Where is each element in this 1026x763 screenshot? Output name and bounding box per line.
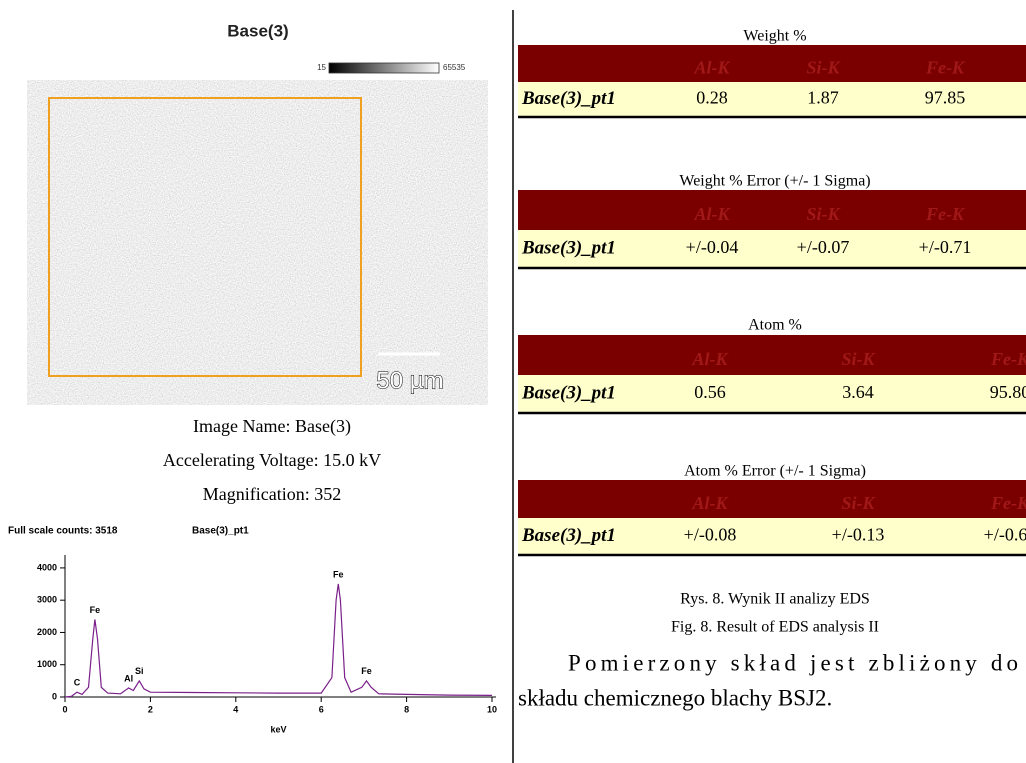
cell: 3.64 [842, 382, 874, 402]
column-header: Fe-K [990, 493, 1026, 513]
scale-bar-label: 50 µm [376, 367, 443, 394]
cell: +/-0.71 [919, 237, 972, 257]
caption: Rys. 8. Wynik II analizy EDS [680, 591, 870, 608]
x-tick-label: 8 [404, 704, 409, 714]
spectrum-title: Full scale counts: 3518 [8, 526, 118, 537]
image-title: Base(3) [227, 21, 288, 40]
x-axis-label: keV [270, 724, 286, 734]
table-title: Weight % [743, 28, 806, 45]
spectrum-subtitle: Base(3)_pt1 [192, 526, 249, 537]
x-tick-label: 10 [487, 704, 497, 714]
y-tick-label: 3000 [37, 595, 57, 605]
column-header: Si-K [841, 493, 876, 513]
cell: +/-0.07 [797, 237, 850, 257]
table-title: Atom % Error (+/- 1 Sigma) [684, 463, 866, 480]
peak-label: Si [135, 666, 144, 676]
column-header: Si-K [806, 204, 841, 224]
x-tick-label: 0 [62, 704, 67, 714]
column-header: Fe-K [925, 58, 966, 78]
column-header: Al-K [691, 493, 729, 513]
peak-label: Fe [361, 666, 372, 676]
x-tick-label: 4 [233, 704, 238, 714]
column-header: Al-K [693, 58, 731, 78]
peak-label: Fe [333, 569, 344, 579]
scale-max: 65535 [443, 63, 466, 72]
cell: 97.85 [925, 88, 966, 108]
row-label: Base(3)_pt1 [521, 88, 616, 109]
x-tick-label: 6 [319, 704, 324, 714]
paragraph: Pomierzony skład jest zbliżony do [568, 650, 1018, 675]
table-header [518, 480, 1026, 518]
column-header: Si-K [841, 349, 876, 369]
y-tick-label: 0 [52, 691, 57, 701]
cell: 95.80 [990, 382, 1026, 402]
cell: 1.87 [807, 88, 839, 108]
cell: +/-0.04 [686, 237, 739, 257]
peak-label: Al [124, 673, 133, 683]
y-tick-label: 4000 [37, 562, 57, 572]
peak-label: Fe [90, 605, 101, 615]
cell: +/-0.08 [684, 525, 737, 545]
table-title: Weight % Error (+/- 1 Sigma) [679, 173, 870, 190]
cell: +/-0.69 [984, 525, 1026, 545]
scale-min: 15 [317, 63, 326, 72]
x-tick-label: 2 [148, 704, 153, 714]
page: Base(3) 15 65535 50 µm Image Name: Base(… [0, 0, 1026, 763]
peak-label: C [74, 678, 81, 688]
y-tick-label: 2000 [37, 627, 57, 637]
row-label: Base(3)_pt1 [521, 525, 616, 546]
cell: 0.28 [696, 88, 728, 108]
column-header: Si-K [806, 58, 841, 78]
paragraph: składu chemicznego blachy BSJ2. [518, 685, 832, 710]
sem-image [27, 80, 488, 405]
gray-scale [329, 63, 439, 73]
table-header [518, 335, 1026, 375]
column-header: Fe-K [925, 204, 966, 224]
cell: 0.56 [694, 382, 726, 402]
image-info: Image Name: Base(3) [193, 416, 351, 437]
row-label: Base(3)_pt1 [521, 237, 616, 258]
cell: +/-0.13 [832, 525, 885, 545]
image-info: Magnification: 352 [203, 484, 341, 504]
document: Base(3) 15 65535 50 µm Image Name: Base(… [0, 0, 1026, 763]
caption: Fig. 8. Result of EDS analysis II [671, 619, 879, 636]
y-tick-label: 1000 [37, 659, 57, 669]
column-header: Al-K [691, 349, 729, 369]
column-header: Al-K [693, 204, 731, 224]
table-title: Atom % [748, 317, 802, 334]
column-header: Fe-K [990, 349, 1026, 369]
row-label: Base(3)_pt1 [521, 382, 616, 403]
image-info: Accelerating Voltage: 15.0 kV [163, 450, 381, 470]
